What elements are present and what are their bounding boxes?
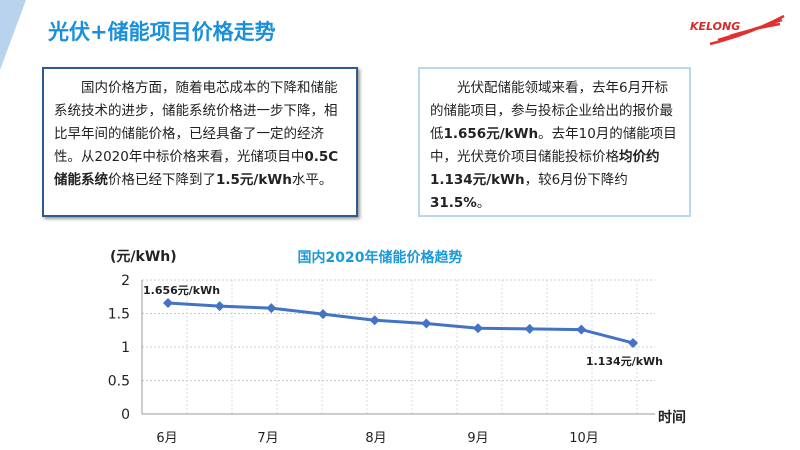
pv-storage-textbox: 光伏配储能领域来看，去年6月开标的储能项目，参与投标企业给出的报价最低1.656… [418,67,691,217]
y-tick-label: 0 [121,407,130,423]
page-title: 光伏+储能项目价格走势 [48,20,276,44]
text-segment: 国内价格方面，随着电芯成本的下降和储能系统技术的进步，储能系统价格进一步下降，相… [54,80,338,165]
text-segment: 1.5元/kWh [216,172,292,188]
corner-decoration [0,0,26,70]
x-tick-label: 9月 [467,431,488,446]
x-tick-label: 8月 [365,431,386,446]
y-tick-label: 2 [121,273,130,289]
domestic-price-textbox: 国内价格方面，随着电芯成本的下降和储能系统技术的进步，储能系统价格进一步下降，相… [42,67,358,217]
series-line [167,301,634,345]
y-tick-label: 1.5 [108,307,130,323]
svg-text:KELONG: KELONG [690,20,740,33]
text-segment: 价格已经下降到了 [108,172,216,188]
kelong-logo: KELONG [690,14,786,50]
text-segment: 水平。 [291,172,333,188]
x-tick-label: 6月 [156,431,177,446]
data-point [214,301,225,312]
text-segment: ，较6月份下降约 [524,172,628,188]
text-segment: 光伏配储能领域来看，去年6月开标的储能项目，参与投标企业给出的报价最低 [430,80,673,142]
y-axis-label: (元/kWh) [110,249,177,265]
data-point [369,315,380,326]
text-segment: 1.656元/kWh [443,126,539,142]
text-segment: 31.5% [430,195,477,211]
text-segment: 。 [476,195,491,211]
data-point [524,323,535,334]
data-point [576,324,587,335]
data-point [163,298,173,309]
x-tick-label: 10月 [569,431,599,446]
data-point [628,337,638,348]
text-segment: 。去年10月的储能项目中，光伏竞价项目储能投标价格 [430,126,677,165]
text-segment: 均价约1.134元/kWh [430,149,660,188]
data-point [421,318,432,329]
data-point [318,309,328,320]
x-tick-label: 7月 [257,431,278,446]
y-tick-label: 0.5 [108,374,130,390]
y-tick-label: 1 [121,340,130,356]
chart-title: 国内2020年储能价格趋势 [298,249,463,266]
text-segment: 0.5C储能系统 [54,149,339,188]
data-label: 1.134元/kWh [586,355,663,368]
data-point [473,323,483,334]
data-label: 1.656元/kWh [143,284,220,297]
data-point [266,303,277,314]
x-axis-label: 时间 [658,409,686,426]
